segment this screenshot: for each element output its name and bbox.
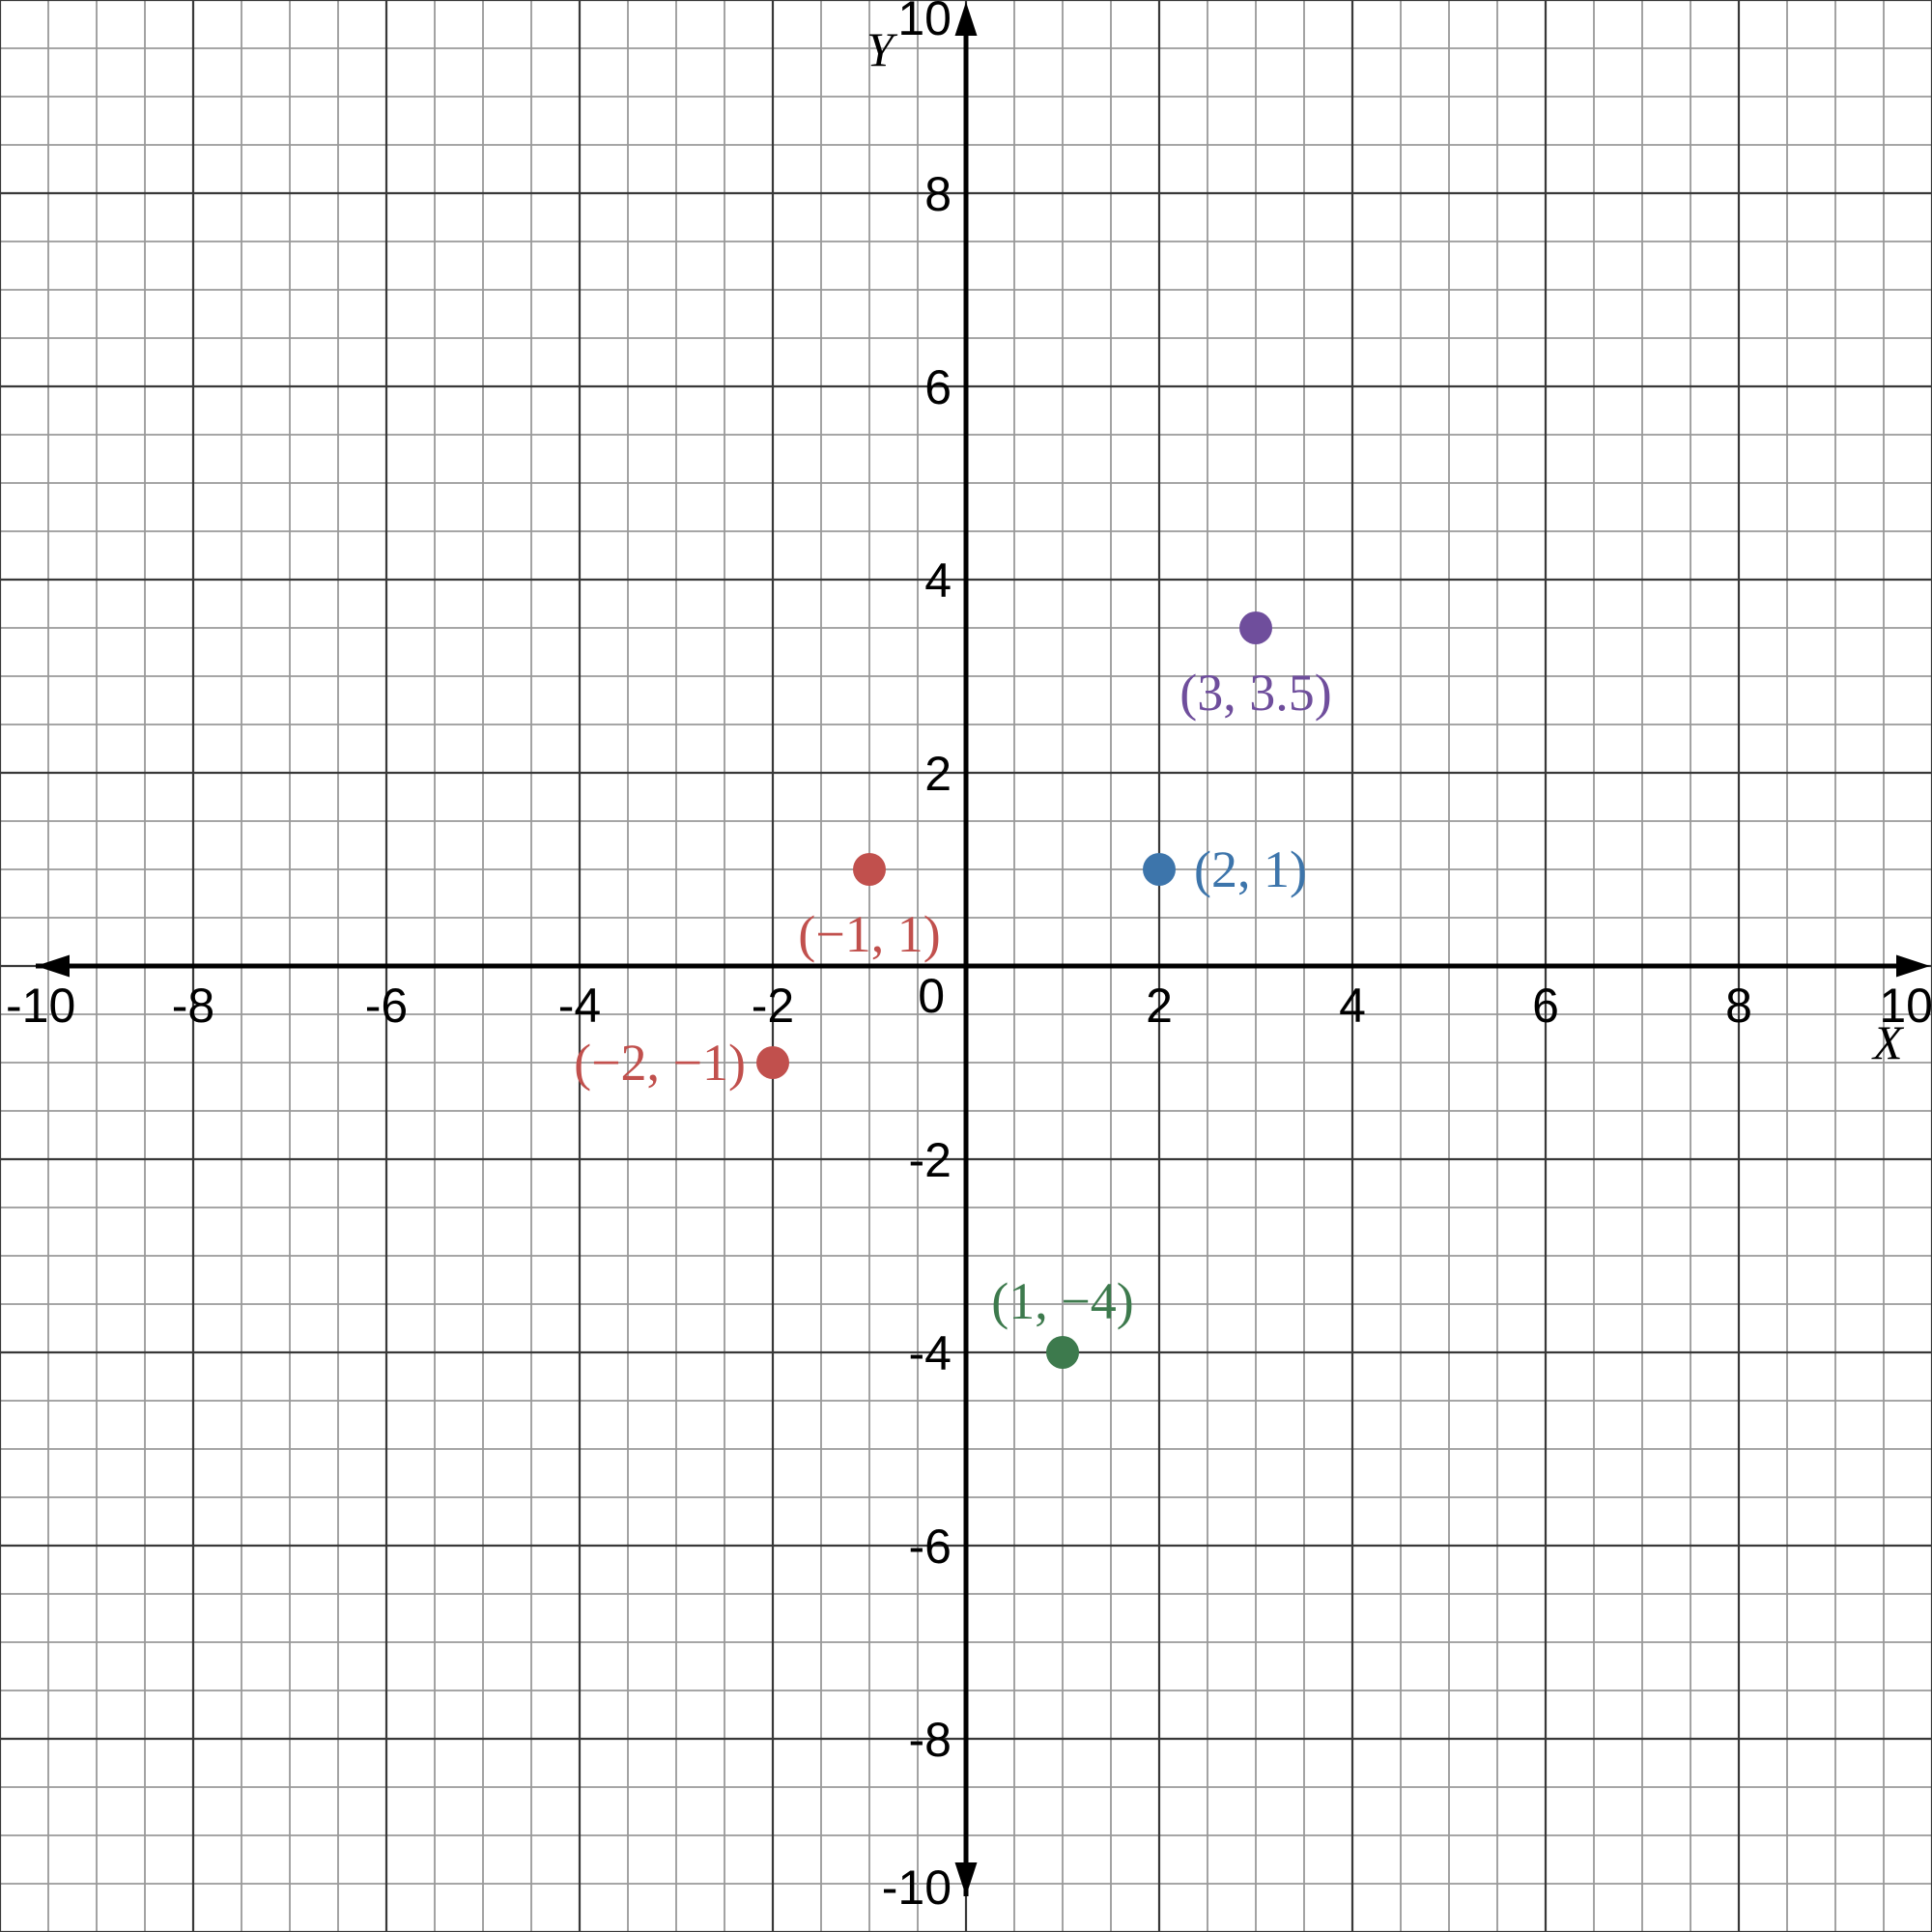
svg-text:4: 4: [1339, 979, 1366, 1033]
svg-text:(−2, −1): (−2, −1): [574, 1034, 746, 1092]
svg-text:6: 6: [1532, 979, 1559, 1033]
svg-text:-8: -8: [909, 1713, 952, 1767]
svg-text:-2: -2: [909, 1133, 952, 1187]
svg-text:6: 6: [924, 360, 952, 414]
svg-text:-6: -6: [909, 1520, 952, 1574]
svg-text:(1, −4): (1, −4): [991, 1272, 1133, 1330]
svg-text:-4: -4: [558, 979, 601, 1033]
svg-text:8: 8: [1725, 979, 1752, 1033]
svg-text:4: 4: [924, 554, 952, 608]
svg-text:(−1, 1): (−1, 1): [798, 905, 940, 963]
svg-text:X: X: [1871, 1015, 1905, 1069]
svg-text:-8: -8: [172, 979, 214, 1033]
svg-text:-6: -6: [365, 979, 408, 1033]
svg-text:10: 10: [897, 0, 952, 45]
svg-text:-2: -2: [752, 979, 794, 1033]
svg-text:2: 2: [1146, 979, 1173, 1033]
svg-text:2: 2: [924, 747, 952, 801]
svg-text:8: 8: [924, 167, 952, 221]
svg-text:0: 0: [918, 969, 945, 1023]
svg-text:(2, 1): (2, 1): [1194, 840, 1307, 898]
svg-text:(3, 3.5): (3, 3.5): [1179, 664, 1331, 722]
svg-text:-4: -4: [909, 1326, 952, 1380]
svg-text:-10: -10: [6, 979, 75, 1033]
svg-text:-10: -10: [882, 1861, 952, 1915]
svg-text:Y: Y: [867, 22, 898, 76]
